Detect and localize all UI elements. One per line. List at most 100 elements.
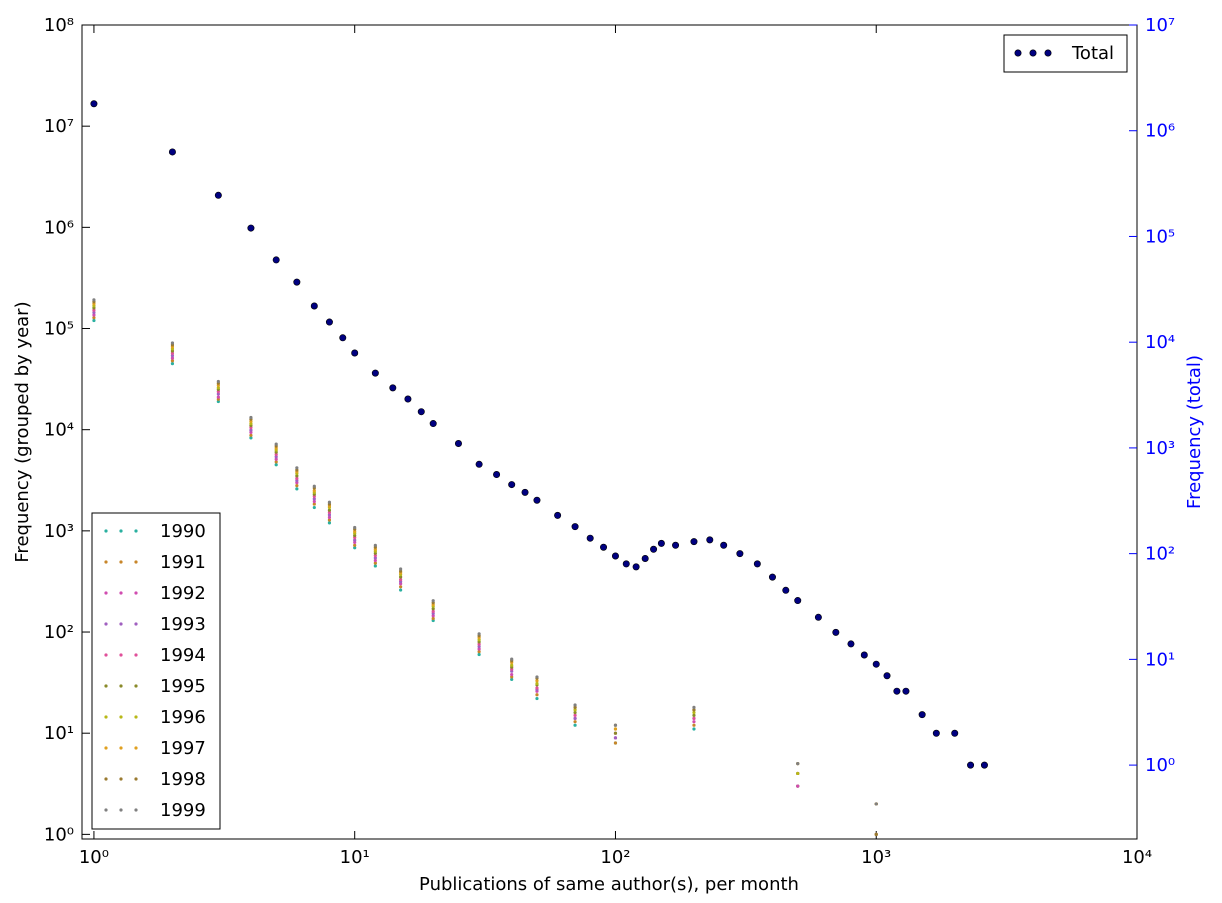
total-point — [168, 148, 176, 156]
year-point — [796, 762, 800, 766]
year-point — [373, 558, 377, 563]
total-point — [272, 256, 280, 264]
total-point — [429, 420, 437, 428]
total-point — [214, 191, 222, 199]
year-point — [327, 500, 332, 504]
legend-label: 1991 — [160, 552, 206, 573]
total-point — [586, 534, 594, 542]
total-point — [622, 560, 630, 568]
year-point — [373, 564, 377, 568]
total-point — [611, 552, 619, 560]
total-point — [454, 440, 462, 448]
year-point — [399, 577, 403, 582]
total-point — [657, 539, 665, 547]
year-point — [692, 716, 696, 721]
year-point — [216, 386, 220, 390]
year-point — [613, 741, 618, 745]
year-point — [295, 474, 299, 478]
year-point — [92, 308, 96, 312]
year-point — [327, 518, 332, 522]
legend-marker — [134, 591, 138, 595]
total-point — [690, 538, 698, 546]
x-tick-label: 10⁰ — [79, 847, 109, 868]
year-point — [92, 313, 96, 317]
year-point — [170, 341, 175, 345]
total-point — [533, 496, 541, 504]
year-point — [373, 561, 377, 565]
year-point — [510, 675, 514, 679]
year-point — [312, 497, 316, 501]
y2-tick-label: 10⁵ — [1145, 226, 1175, 247]
total-point — [753, 560, 761, 568]
legend-marker — [119, 746, 123, 750]
year-point — [535, 693, 539, 697]
total-point — [554, 511, 562, 519]
legend-marker — [134, 529, 138, 533]
year-point — [249, 433, 253, 437]
year-point — [327, 513, 332, 517]
total-point — [672, 541, 680, 549]
year-point — [249, 415, 253, 420]
legend-label: 1999 — [160, 800, 206, 821]
year-point — [692, 713, 696, 717]
year-point — [312, 505, 316, 510]
y2-tick-label: 10¹ — [1145, 649, 1175, 670]
total-point — [860, 651, 868, 659]
legend-marker — [134, 777, 138, 781]
year-point — [92, 318, 96, 323]
legend-label: 1993 — [160, 614, 206, 635]
year-point — [274, 442, 278, 446]
total-point — [351, 349, 359, 357]
y-tick-label: 10³ — [44, 521, 74, 542]
year-point — [399, 575, 403, 579]
y2-tick-label: 10⁴ — [1145, 332, 1175, 353]
total-point — [902, 687, 910, 695]
y-tick-label: 10⁰ — [44, 824, 74, 845]
year-point — [295, 476, 299, 480]
legend-marker — [104, 808, 108, 812]
legend-label: Total — [1071, 43, 1114, 64]
y2-tick-label: 10⁶ — [1145, 121, 1175, 142]
year-point — [692, 727, 696, 731]
year-point — [295, 484, 299, 488]
legend-marker — [119, 591, 123, 595]
total-point — [951, 729, 959, 737]
year-point — [295, 487, 299, 491]
year-point — [535, 675, 539, 679]
year-point — [573, 708, 577, 712]
legend-marker — [134, 684, 138, 688]
legend-marker — [134, 808, 138, 812]
y2-axis-label: Frequency (total) — [1184, 355, 1205, 509]
total-point — [641, 554, 649, 562]
year-point — [535, 696, 539, 701]
year-point — [353, 546, 357, 550]
legend-marker — [119, 653, 123, 657]
total-point — [883, 672, 891, 680]
legend-marker — [104, 777, 108, 781]
legend-marker — [1014, 49, 1022, 57]
legend-marker — [104, 684, 108, 688]
y2-tick-label: 10³ — [1145, 438, 1175, 459]
year-point — [573, 705, 577, 709]
year-point — [327, 510, 332, 515]
x-tick-label: 10² — [600, 847, 630, 868]
total-point — [247, 224, 255, 232]
year-point — [613, 723, 618, 727]
year-point — [353, 540, 357, 544]
total-point — [339, 334, 347, 342]
total-point — [571, 523, 579, 531]
year-point — [353, 543, 357, 547]
legend: 1990 1991 1992 1993 1994 1995 1996 1997 1998 1999 — [91, 512, 221, 830]
legend-label: 1996 — [160, 707, 206, 728]
year-point — [327, 508, 332, 512]
total-point — [768, 573, 776, 581]
year-point — [510, 657, 514, 661]
legend-marker — [134, 653, 138, 657]
year-point — [249, 421, 253, 426]
year-point — [373, 543, 377, 547]
legend-marker — [104, 653, 108, 657]
year-point — [692, 723, 696, 727]
year-point — [431, 599, 435, 603]
total-point — [650, 545, 658, 553]
